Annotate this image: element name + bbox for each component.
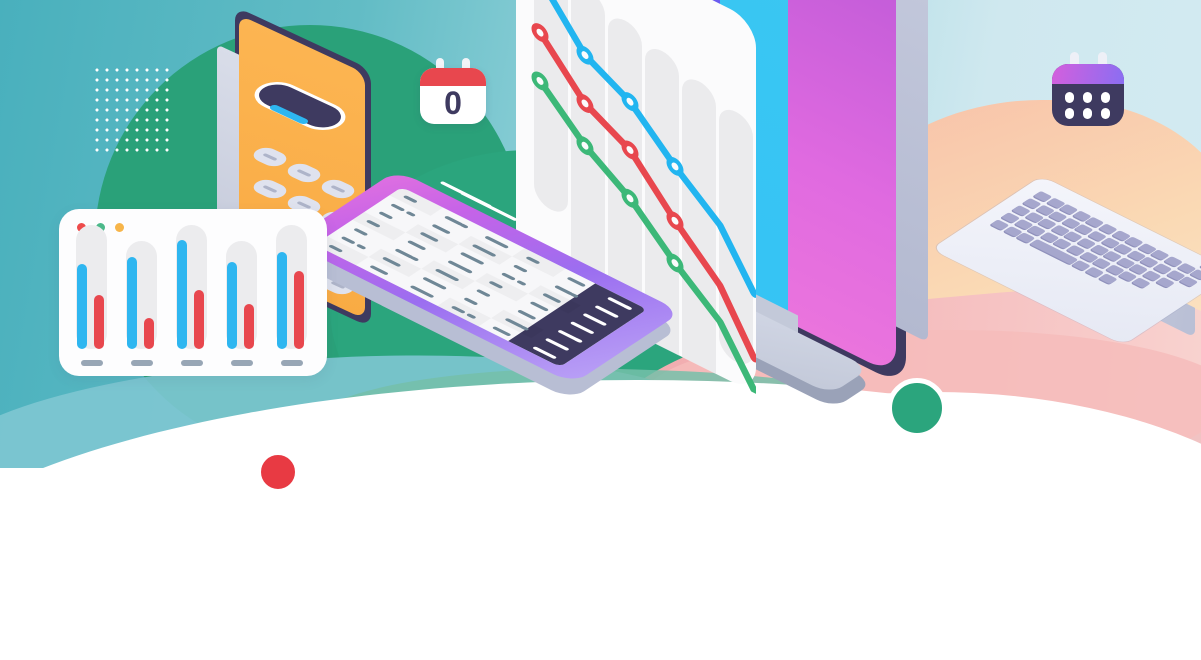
data-point-green-2 — [621, 188, 639, 208]
card-axis-tick — [81, 360, 103, 366]
footer-banner: d USER RETENTION: MEASURE BY HOURS OR CA… — [0, 480, 1201, 660]
spreadsheet-cell-value — [450, 305, 466, 314]
calendar-day-dot — [1101, 92, 1110, 103]
spreadsheet-cell-value — [525, 256, 541, 265]
calendar-days-body — [1052, 64, 1124, 126]
data-point-blue-2 — [621, 92, 639, 112]
line-series-red — [536, 28, 756, 363]
spreadsheet-cell-value — [402, 194, 418, 204]
spreadsheet-cell-value-2 — [519, 325, 530, 332]
line-series-blue — [536, 0, 756, 298]
data-point-green-3 — [666, 253, 684, 273]
background-bottom-panel — [0, 468, 1201, 660]
calendar-days-pin-left — [1070, 52, 1079, 74]
dot-grid-pattern — [92, 65, 172, 153]
monitor-line-chart — [531, 0, 756, 394]
spreadsheet-cell-value — [390, 203, 406, 212]
keyboard-key[interactable] — [1155, 276, 1175, 288]
monitor-right-edge — [894, 0, 928, 343]
calendar-days-pin-right — [1098, 52, 1107, 74]
bar-chart-card — [59, 209, 327, 376]
calculator-key-glyph — [296, 200, 312, 210]
card-axis-tick — [281, 360, 303, 366]
spreadsheet-cell-value — [487, 280, 504, 289]
card-bar-blue — [77, 264, 87, 349]
spreadsheet-cell-value-2 — [462, 268, 474, 274]
data-point-blue-1 — [576, 45, 594, 65]
calendar-header — [420, 68, 486, 86]
desktop-monitor — [516, 0, 1020, 409]
card-bar-blue — [277, 252, 287, 349]
data-point-red-0 — [531, 23, 549, 43]
spreadsheet-cell-value — [340, 236, 356, 245]
card-bar-red — [194, 290, 204, 349]
calendar-day-dot — [1065, 92, 1074, 103]
calendar-days-header — [1052, 64, 1124, 84]
card-axis-tick — [131, 360, 153, 366]
traffic-light-yellow — [115, 223, 124, 232]
tablet-spreadsheet — [286, 170, 682, 403]
calendar-day-dot — [1083, 108, 1092, 119]
spreadsheet-cell-value-2 — [572, 337, 584, 344]
spreadsheet-cell-value — [475, 289, 491, 298]
laptop-keyboard — [931, 168, 1201, 368]
data-point-red-2 — [621, 140, 639, 160]
spreadsheet-cell-value-2 — [459, 223, 470, 229]
keyboard-key[interactable] — [1179, 276, 1199, 288]
card-bar-blue — [127, 257, 137, 349]
spreadsheet-cell-value — [328, 244, 344, 253]
spreadsheet-cell-value-2 — [622, 304, 633, 311]
keyboard-key[interactable] — [1098, 273, 1118, 285]
calendar-day-dot — [1083, 92, 1092, 103]
spreadsheet-cell-value — [463, 297, 479, 306]
data-point-red-1 — [576, 93, 594, 113]
accent-dot-green — [887, 378, 947, 438]
accent-dot-red — [256, 450, 300, 494]
spreadsheet-cell-value-2 — [356, 243, 367, 250]
spreadsheet-cell-value — [512, 264, 529, 273]
card-axis-tick — [181, 360, 203, 366]
spreadsheet-cell-value-2 — [409, 256, 420, 262]
calculator-key-glyph — [296, 168, 312, 178]
spreadsheet-cell-value-2 — [405, 210, 417, 217]
spreadsheet-cell-value-2 — [466, 313, 477, 319]
card-bar-blue — [177, 240, 187, 349]
calendar-day-dot — [1065, 108, 1074, 119]
line-series-green — [536, 76, 756, 394]
calculator-key-glyph — [262, 184, 278, 194]
spreadsheet-cells — [328, 187, 647, 360]
spreadsheet-cell-value-2 — [515, 280, 527, 286]
card-bar-red — [144, 318, 154, 349]
calendar-day-number: 0 — [444, 85, 462, 121]
card-bar-red — [294, 271, 304, 349]
card-bar-red — [94, 295, 104, 349]
calendar-days — [1052, 52, 1124, 126]
data-point-green-0 — [531, 71, 549, 91]
data-point-blue-3 — [666, 156, 684, 176]
keyboard-key[interactable] — [1131, 277, 1151, 289]
card-axis-tick — [231, 360, 253, 366]
card-bar-blue — [227, 262, 237, 349]
spreadsheet-cell-value-2 — [569, 292, 580, 299]
calendar-zero: 0 — [420, 58, 486, 124]
spreadsheet-cell-value — [377, 211, 394, 220]
spreadsheet-cell-value — [365, 219, 381, 228]
calendar-body: 0 — [420, 68, 486, 124]
spreadsheet-cell-value — [500, 272, 516, 281]
card-bar-red — [244, 304, 254, 349]
calculator-key-glyph — [262, 152, 278, 162]
data-point-green-1 — [576, 136, 594, 156]
spreadsheet-cell-value — [352, 227, 369, 237]
calendar-day-dot — [1101, 108, 1110, 119]
data-point-red-3 — [666, 211, 684, 231]
